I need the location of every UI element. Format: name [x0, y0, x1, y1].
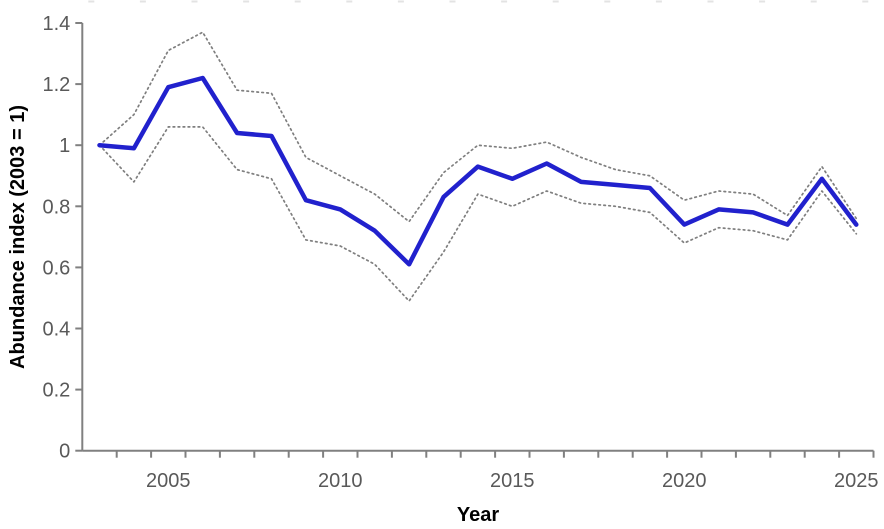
upper-confidence-line — [98, 31, 858, 223]
x-tick-label: 2025 — [834, 470, 879, 492]
x-tick-label: 2015 — [490, 470, 535, 492]
y-tick-label: 0 — [59, 441, 70, 463]
y-tick-label: 0.6 — [42, 257, 70, 279]
x-axis-title: Year — [457, 504, 499, 526]
y-tick-label: 1 — [59, 135, 70, 157]
y-tick-label: 0.2 — [42, 380, 70, 402]
lower-confidence-line — [98, 126, 858, 302]
y-tick-label: 1.2 — [42, 74, 70, 96]
y-axis-title: Abundance index (2003 = 1) — [7, 105, 29, 369]
x-tick-label: 2005 — [146, 470, 191, 492]
abundance-index-line — [97, 75, 859, 267]
y-tick-label: 1.4 — [42, 13, 70, 35]
x-tick-label: 2010 — [318, 470, 363, 492]
y-tick-label: 0.4 — [42, 319, 70, 341]
x-tick-label: 2020 — [662, 470, 707, 492]
y-tick-label: 0.8 — [42, 196, 70, 218]
